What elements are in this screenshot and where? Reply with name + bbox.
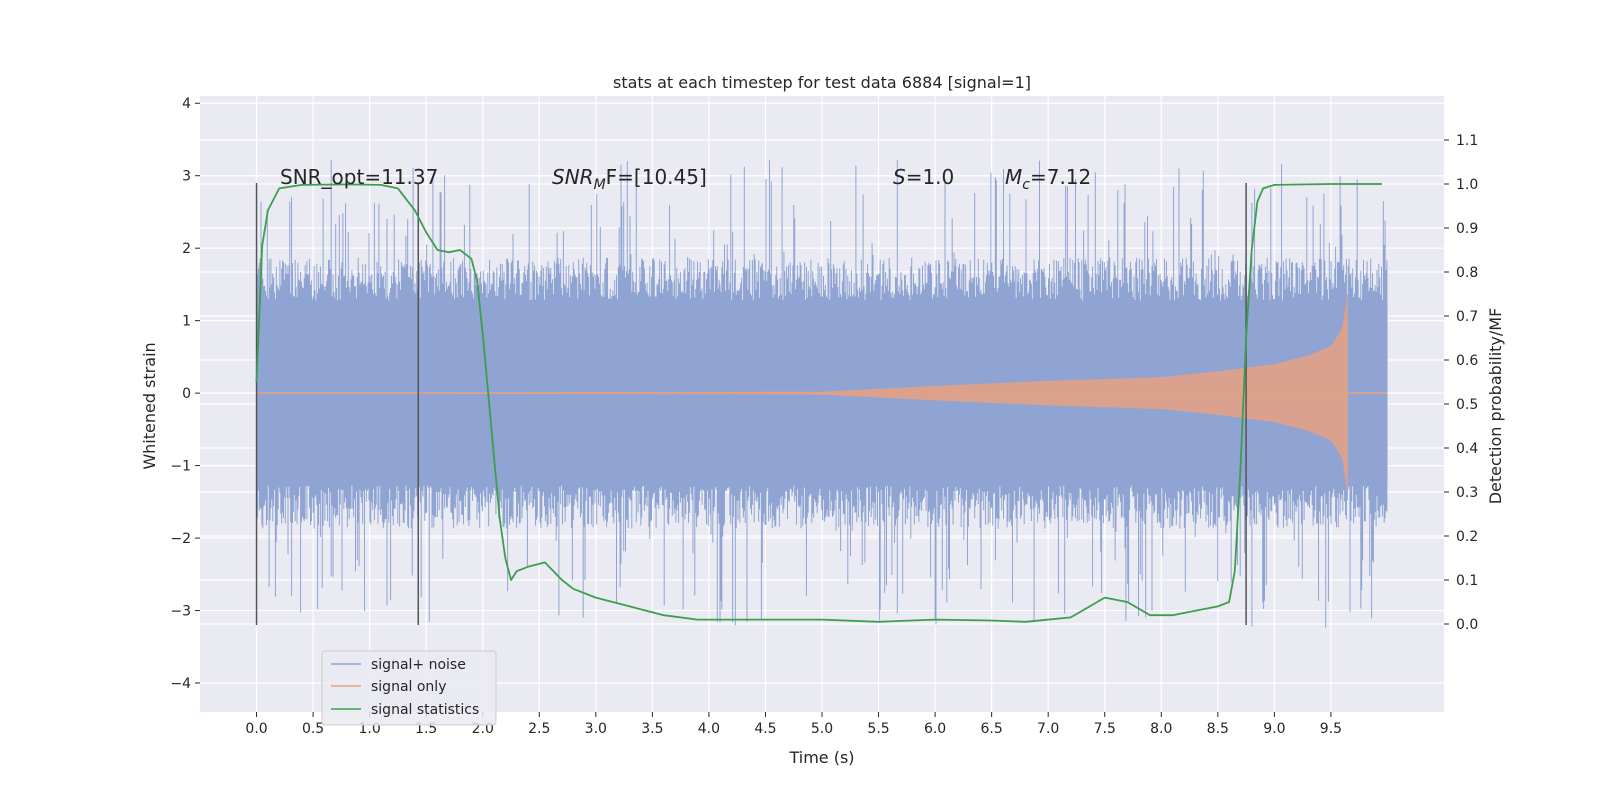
x-tick-label: 4.5 bbox=[754, 721, 776, 737]
y-tick-label: 0 bbox=[182, 386, 191, 402]
legend-box bbox=[321, 650, 497, 726]
marker-lines bbox=[255, 182, 1247, 626]
signal-only-series bbox=[256, 291, 1388, 495]
y2-tick-label: 0.7 bbox=[1456, 309, 1478, 325]
x-tick-label: 6.0 bbox=[924, 721, 946, 737]
y-tick-label: −2 bbox=[170, 531, 191, 547]
y-axis-label: Whitened strain bbox=[140, 342, 159, 469]
y2-tick-label: 0.1 bbox=[1456, 573, 1478, 589]
y2-tick-label: 0.5 bbox=[1456, 397, 1478, 413]
x-tick-label: 9.0 bbox=[1263, 721, 1285, 737]
y2-tick-label: 1.0 bbox=[1456, 177, 1478, 193]
x-tick-label: 2.5 bbox=[528, 721, 550, 737]
x-tick-label: 6.5 bbox=[981, 721, 1003, 737]
legend-label-signal-statistics: signal statistics bbox=[371, 702, 479, 718]
annotations: SNR_opt=11.37 SNRMF=[10.45] S=1.0 Mc=7.1… bbox=[280, 165, 1091, 193]
y2-tick-label: 0.0 bbox=[1456, 617, 1478, 633]
legend: signal+ noise signal only signal statist… bbox=[321, 650, 497, 726]
y2-tick-label: 0.9 bbox=[1456, 221, 1478, 237]
y-tick-label: 3 bbox=[182, 169, 191, 185]
x-axis-label: Time (s) bbox=[788, 748, 854, 767]
x-tick-label: 9.5 bbox=[1320, 721, 1342, 737]
y-tick-label: 1 bbox=[182, 314, 191, 330]
y2-tick-label: 0.8 bbox=[1456, 265, 1478, 281]
x-tick-label: 7.0 bbox=[1037, 721, 1059, 737]
y2-tick-label: 0.3 bbox=[1456, 485, 1478, 501]
y2-tick-label: 0.2 bbox=[1456, 529, 1478, 545]
y2-tick-label: 1.1 bbox=[1456, 133, 1478, 149]
annotation-mc: Mc=7.12 bbox=[1005, 165, 1091, 193]
x-tick-label: 5.5 bbox=[867, 721, 889, 737]
signal-statistics-line bbox=[255, 183, 1382, 623]
x-tick-label: 8.5 bbox=[1207, 721, 1229, 737]
y-tick-label: −3 bbox=[170, 604, 191, 620]
chart-title: stats at each timestep for test data 688… bbox=[613, 73, 1031, 92]
y2-tick-label: 0.4 bbox=[1456, 441, 1478, 457]
annotation-snr-opt: SNR_opt=11.37 bbox=[280, 165, 438, 189]
x-tick-label: 0.0 bbox=[245, 721, 267, 737]
x-tick-label: 3.5 bbox=[641, 721, 663, 737]
annotation-snr-mf: SNRMF=[10.45] bbox=[552, 165, 707, 193]
y-tick-label: 2 bbox=[182, 241, 191, 257]
x-tick-label: 0.5 bbox=[302, 721, 324, 737]
y-tick-label: 4 bbox=[182, 96, 191, 112]
x-tick-label: 4.0 bbox=[698, 721, 720, 737]
y-tick-label: −1 bbox=[170, 459, 191, 475]
legend-label-signal-noise: signal+ noise bbox=[371, 657, 466, 673]
x-tick-label: 8.0 bbox=[1150, 721, 1172, 737]
x-tick-label: 3.0 bbox=[585, 721, 607, 737]
signal-statistics-series bbox=[255, 183, 1382, 623]
legend-label-signal-only: signal only bbox=[371, 679, 446, 695]
axes: 0.0 0.5 1.0 1.5 2.0 2.5 3.0 3.5 4.0 4.5 5.0 5.5 6.0 6… bbox=[170, 96, 1478, 737]
y2-axis-label: Detection probability/MF bbox=[1486, 308, 1505, 505]
x-tick-label: 7.5 bbox=[1094, 721, 1116, 737]
x-tick-label: 5.0 bbox=[811, 721, 833, 737]
annotation-s: S=1.0 bbox=[893, 165, 954, 189]
y-tick-label: −4 bbox=[170, 676, 191, 692]
y2-tick-label: 0.6 bbox=[1456, 353, 1478, 369]
